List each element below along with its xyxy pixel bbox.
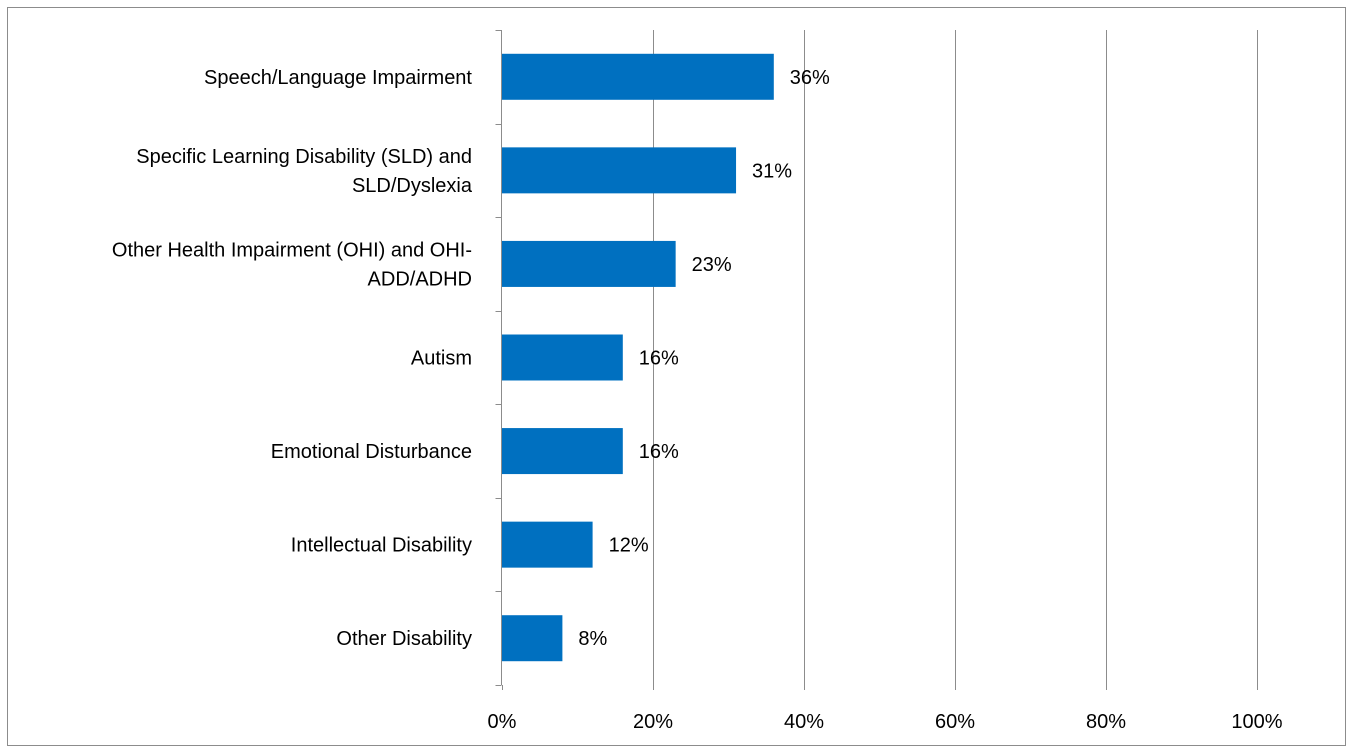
bar-4 — [502, 428, 623, 475]
category-label-2-line-0: Other Health Impairment (OHI) and OHI- — [112, 239, 472, 261]
bar-0 — [502, 53, 774, 100]
value-label-1: 31% — [752, 160, 792, 182]
value-label-3: 16% — [639, 348, 679, 370]
category-label-1-line-0: Specific Learning Disability (SLD) and — [136, 146, 472, 168]
category-label-1: Specific Learning Disability (SLD) and SL… — [136, 146, 473, 197]
category-label-4-line-0: Emotional Disturbance — [271, 441, 472, 463]
value-label-2: 23% — [692, 254, 732, 276]
x-tick-label-3: 60% — [935, 711, 975, 733]
bar-3 — [502, 334, 623, 381]
x-tick-label-2: 40% — [784, 711, 824, 733]
category-label-0: Speech/Language Impairment — [204, 67, 472, 89]
category-label-0-line-0: Speech/Language Impairment — [204, 67, 472, 89]
value-label-6: 8% — [578, 628, 607, 650]
x-tick-label-1: 20% — [633, 711, 673, 733]
bar-5 — [502, 521, 593, 568]
bar-2 — [502, 240, 676, 287]
category-label-1-line-1: SLD/Dyslexia — [352, 175, 473, 197]
category-label-4: Emotional Disturbance — [271, 441, 472, 463]
x-tick-label-4: 80% — [1086, 711, 1126, 733]
x-tick-label-0: 0% — [488, 711, 517, 733]
value-label-4: 16% — [639, 441, 679, 463]
x-tick-label-5: 100% — [1231, 711, 1282, 733]
value-label-5: 12% — [609, 535, 649, 557]
category-label-5-line-0: Intellectual Disability — [291, 535, 472, 557]
category-label-6-line-0: Other Disability — [336, 628, 472, 650]
category-label-2-line-1: ADD/ADHD — [368, 268, 472, 290]
category-label-6: Other Disability — [336, 628, 472, 650]
bar-6 — [502, 615, 563, 662]
chart-frame — [7, 7, 1346, 746]
value-label-0: 36% — [790, 67, 830, 89]
bar-1 — [502, 147, 737, 194]
category-label-3: Autism — [411, 348, 472, 370]
category-label-3-line-0: Autism — [411, 348, 472, 370]
category-label-5: Intellectual Disability — [291, 535, 472, 557]
category-label-2: Other Health Impairment (OHI) and OHI- AD… — [112, 239, 472, 290]
